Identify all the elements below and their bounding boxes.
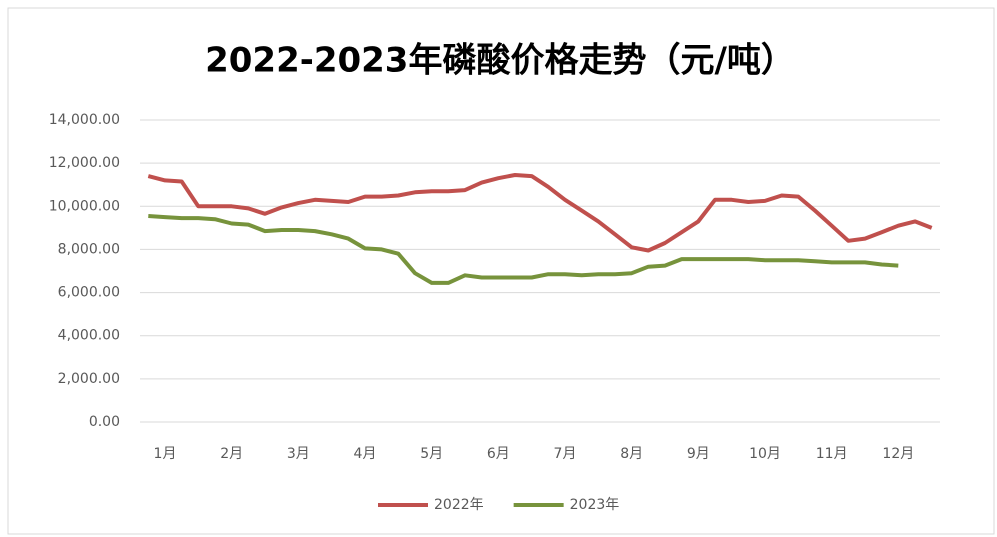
chart-frame xyxy=(7,7,995,535)
legend-label: 2022年 xyxy=(434,497,484,513)
y-tick-label: 10,000.00 xyxy=(49,198,120,214)
y-tick-label: 2,000.00 xyxy=(58,371,120,387)
x-tick-label: 3月 xyxy=(287,446,310,462)
y-tick-label: 14,000.00 xyxy=(49,112,120,128)
x-tick-label: 8月 xyxy=(620,446,643,462)
x-tick-label: 2月 xyxy=(220,446,243,462)
line-series xyxy=(147,173,933,253)
x-tick-label: 6月 xyxy=(487,446,510,462)
y-tick-label: 6,000.00 xyxy=(58,285,120,301)
x-tick-label: 10月 xyxy=(749,446,781,462)
x-tick-label: 4月 xyxy=(354,446,377,462)
y-tick-label: 0.00 xyxy=(89,414,120,430)
chart-title: 2022-2023年磷酸价格走势（元/吨） xyxy=(205,41,795,81)
x-tick-label: 1月 xyxy=(154,446,177,462)
x-tick-label: 7月 xyxy=(554,446,577,462)
y-tick-label: 12,000.00 xyxy=(49,155,120,171)
y-tick-label: 8,000.00 xyxy=(58,241,120,257)
y-tick-label: 4,000.00 xyxy=(58,328,120,344)
line-series xyxy=(148,214,899,285)
x-tick-label: 5月 xyxy=(420,446,443,462)
x-tick-label: 9月 xyxy=(687,446,710,462)
legend-label: 2023年 xyxy=(570,497,620,513)
x-tick-label: 12月 xyxy=(882,446,914,462)
x-tick-label: 11月 xyxy=(816,446,848,462)
